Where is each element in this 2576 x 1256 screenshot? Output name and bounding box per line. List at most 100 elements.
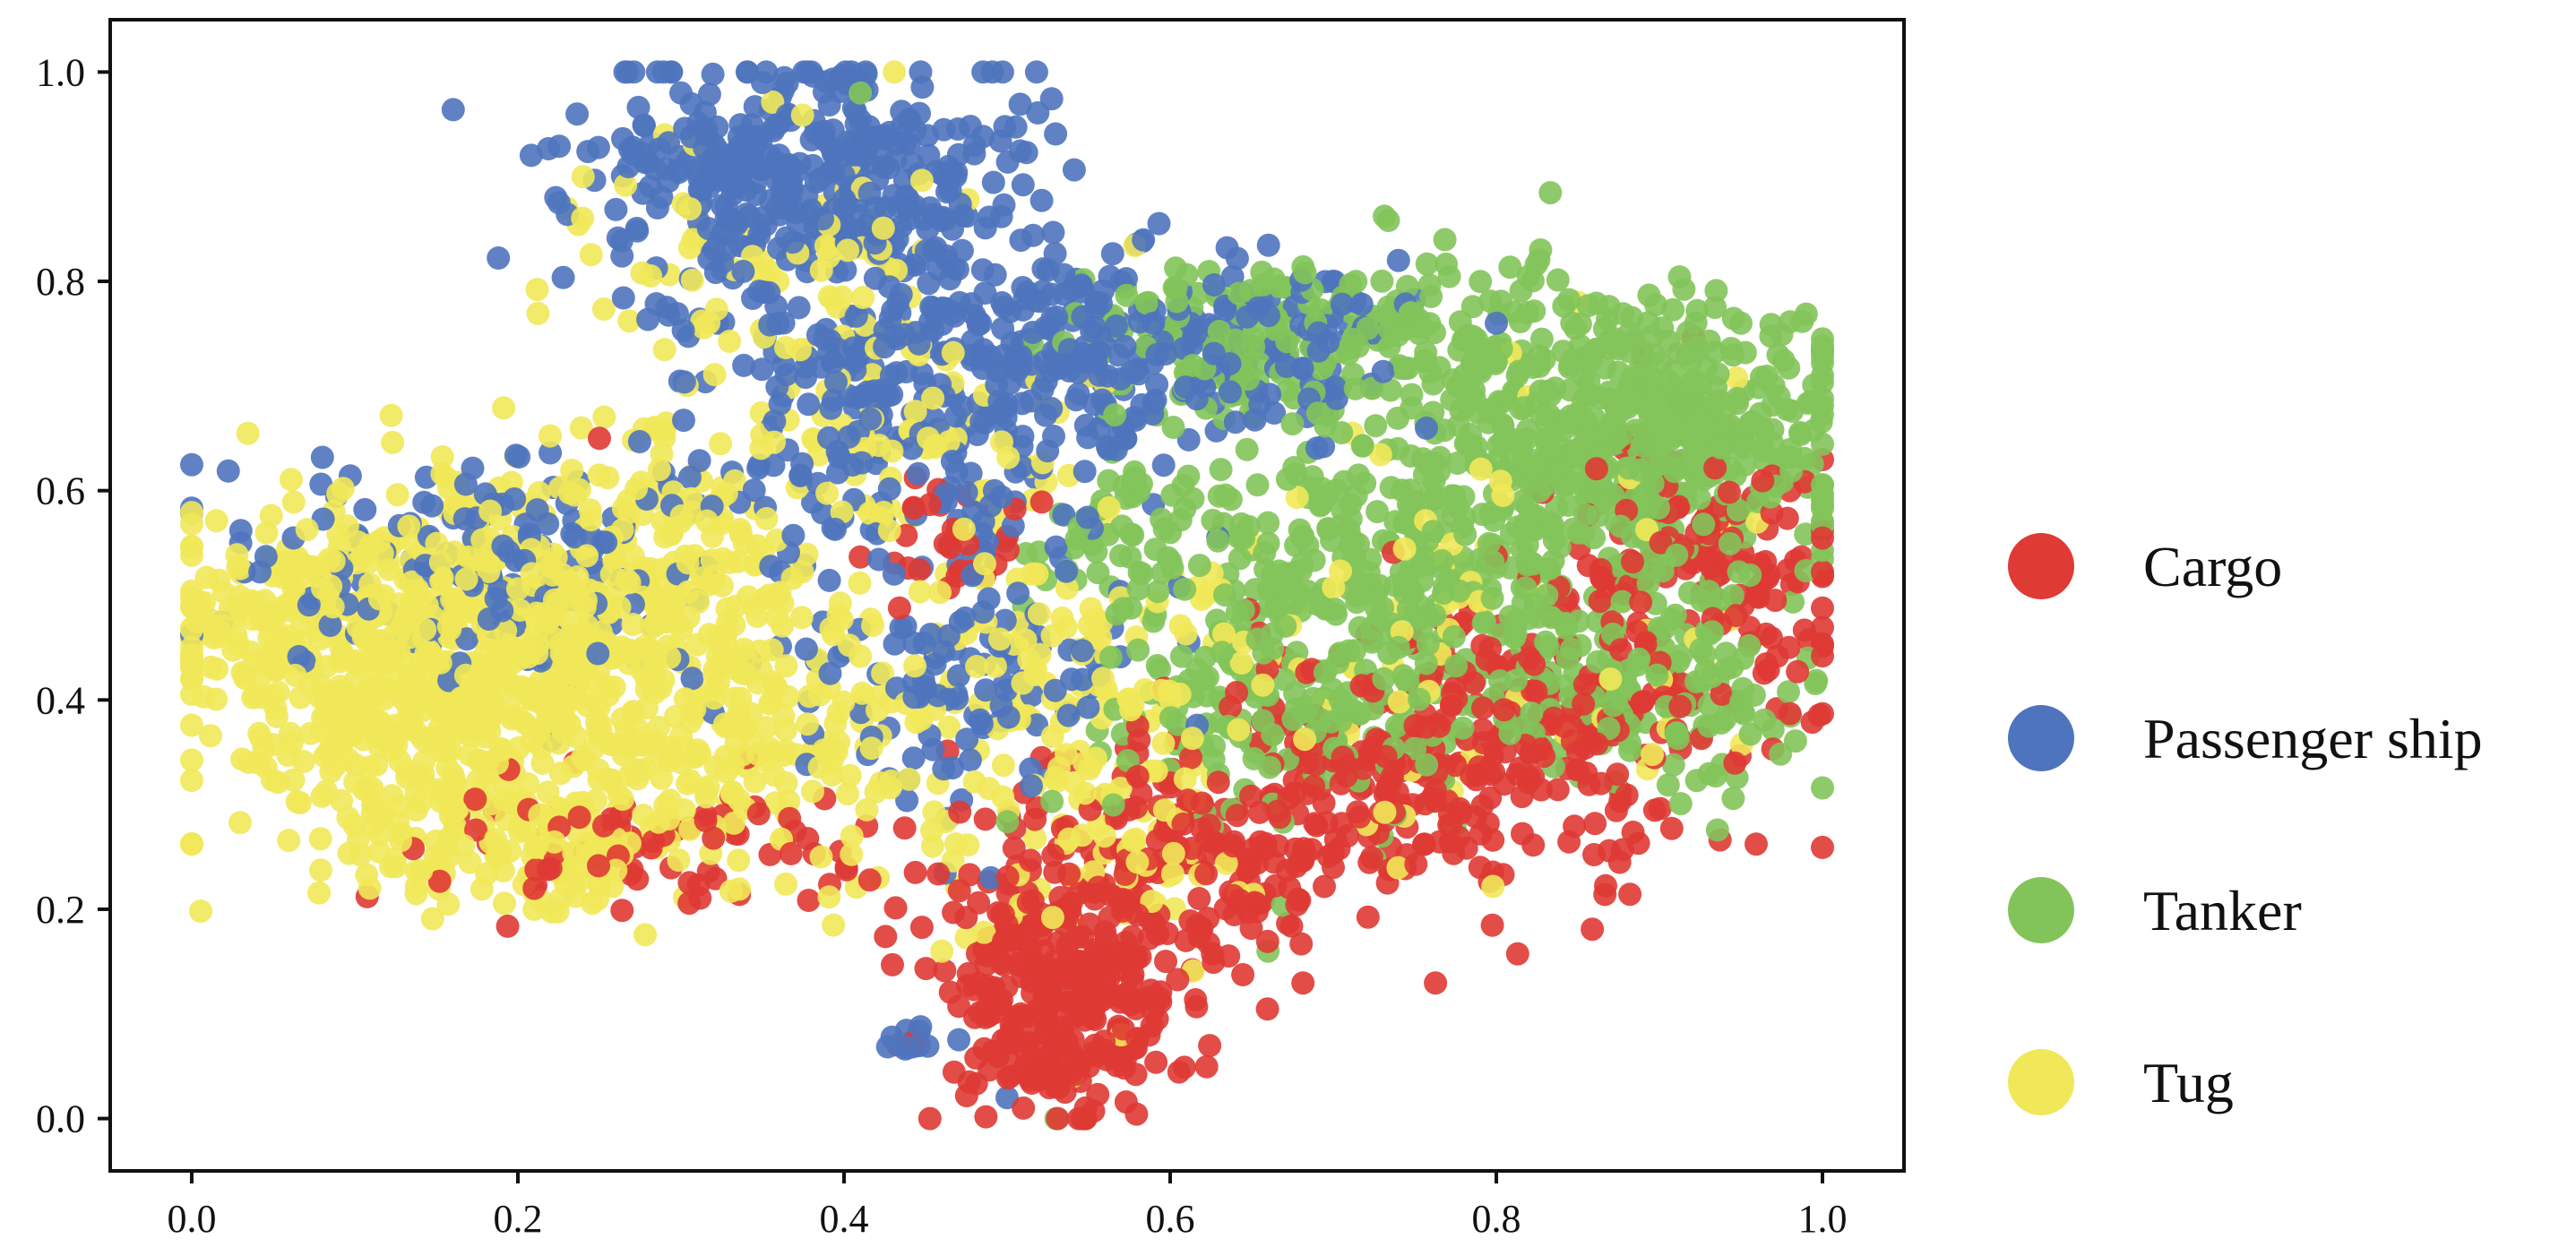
point-passenger-ship — [732, 353, 756, 377]
point-tanker — [1282, 591, 1305, 615]
point-tug — [692, 315, 716, 340]
point-tanker — [1370, 269, 1394, 293]
point-passenger-ship — [1021, 321, 1045, 344]
point-cargo — [933, 959, 957, 983]
point-tanker — [1586, 503, 1610, 528]
point-cargo — [1255, 997, 1279, 1021]
point-passenger-ship — [833, 258, 857, 282]
point-passenger-ship — [824, 370, 848, 394]
point-tug — [371, 652, 395, 676]
point-cargo — [642, 830, 666, 854]
point-passenger-ship — [1114, 426, 1138, 451]
point-tanker — [1455, 431, 1478, 455]
point-tug — [643, 614, 668, 638]
point-passenger-ship — [1147, 211, 1171, 236]
point-passenger-ship — [921, 202, 945, 227]
point-cargo — [702, 826, 726, 850]
point-tug — [652, 426, 676, 450]
point-passenger-ship — [1075, 505, 1099, 529]
point-tug — [1070, 823, 1094, 847]
point-tug — [621, 613, 645, 636]
point-tanker — [1339, 493, 1363, 517]
point-tanker — [1685, 298, 1710, 323]
point-tanker — [1097, 469, 1121, 493]
point-passenger-ship — [831, 163, 856, 187]
point-tanker — [1283, 682, 1307, 706]
point-tanker — [1769, 742, 1793, 766]
point-tanker — [1425, 486, 1449, 511]
point-tug — [972, 920, 996, 944]
point-tanker — [1348, 615, 1372, 640]
point-passenger-ship — [804, 121, 827, 145]
point-tanker — [1726, 498, 1750, 522]
point-tanker — [995, 810, 1020, 834]
point-tug — [880, 439, 904, 463]
point-passenger-ship — [656, 169, 680, 194]
point-tug — [180, 683, 203, 706]
point-tug — [560, 459, 584, 482]
point-tanker — [1415, 252, 1439, 276]
point-tug — [937, 715, 961, 739]
point-passenger-ship — [801, 64, 825, 88]
point-tug — [571, 206, 595, 230]
point-tanker — [1281, 707, 1305, 731]
point-cargo — [914, 957, 938, 981]
point-passenger-ship — [837, 143, 861, 168]
point-tanker — [1777, 680, 1800, 704]
point-cargo — [1021, 1024, 1045, 1048]
point-cargo — [1098, 906, 1122, 930]
point-passenger-ship — [970, 258, 995, 282]
point-tanker — [1805, 668, 1829, 693]
point-tanker — [1528, 344, 1551, 368]
point-cargo — [1760, 626, 1783, 650]
point-tanker — [1690, 589, 1714, 613]
point-passenger-ship — [1076, 426, 1100, 450]
point-tug — [420, 907, 444, 931]
point-cargo — [1202, 830, 1226, 855]
point-cargo — [1471, 696, 1495, 720]
point-passenger-ship — [1151, 453, 1176, 477]
point-tug — [1121, 829, 1145, 853]
point-tug — [1227, 718, 1251, 742]
point-passenger-ship — [969, 712, 994, 736]
point-cargo — [908, 558, 932, 582]
point-tug — [762, 430, 787, 454]
point-tug — [379, 403, 403, 427]
point-tanker — [1535, 583, 1559, 607]
point-cargo — [1752, 661, 1776, 685]
point-tanker — [1531, 449, 1555, 473]
point-cargo — [1231, 963, 1255, 986]
point-cargo — [1703, 456, 1727, 480]
point-cargo — [1524, 679, 1548, 703]
point-tanker — [1513, 576, 1538, 600]
point-cargo — [427, 869, 452, 893]
point-tug — [360, 776, 384, 800]
point-passenger-ship — [1256, 233, 1280, 257]
point-tanker — [1478, 289, 1503, 314]
point-passenger-ship — [1032, 349, 1056, 374]
point-tug — [650, 766, 674, 790]
point-cargo — [857, 868, 882, 892]
point-passenger-ship — [576, 140, 600, 164]
point-cargo — [588, 426, 611, 451]
point-tanker — [1505, 515, 1529, 539]
point-passenger-ship — [849, 451, 874, 475]
point-tug — [990, 430, 1013, 454]
point-cargo — [1172, 1055, 1196, 1080]
point-tug — [436, 845, 461, 869]
point-tanker — [1235, 437, 1259, 461]
point-passenger-ship — [1039, 87, 1064, 111]
point-passenger-ship — [897, 108, 921, 132]
point-tanker — [1399, 301, 1423, 325]
point-tug — [571, 745, 595, 769]
point-cargo — [1476, 812, 1500, 835]
point-tug — [457, 545, 480, 569]
point-tug — [639, 264, 663, 288]
point-passenger-ship — [1386, 248, 1410, 272]
point-passenger-ship — [923, 652, 947, 676]
point-tug — [871, 661, 895, 685]
point-tug — [332, 728, 356, 753]
point-tug — [322, 549, 346, 573]
point-tug — [1021, 562, 1045, 586]
point-passenger-ship — [1064, 388, 1088, 412]
